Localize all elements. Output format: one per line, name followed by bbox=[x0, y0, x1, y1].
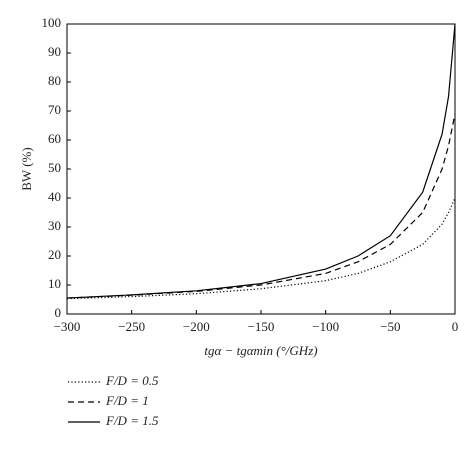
series-line bbox=[66, 197, 456, 300]
x-axis-label: tgα − tgαmin (°/GHz) bbox=[204, 343, 317, 358]
x-tick-label: −300 bbox=[54, 319, 81, 334]
y-tick-label: 70 bbox=[48, 102, 61, 117]
legend-label: F/D = 0.5 bbox=[105, 373, 159, 388]
y-tick-label: 60 bbox=[48, 131, 61, 146]
x-tick-label: −150 bbox=[248, 319, 275, 334]
y-tick-label: 100 bbox=[42, 15, 62, 30]
y-tick-label: 40 bbox=[48, 189, 61, 204]
x-tick-label: 0 bbox=[452, 319, 459, 334]
series-line bbox=[66, 23, 456, 299]
y-tick-label: 10 bbox=[48, 276, 61, 291]
x-tick-label: −50 bbox=[380, 319, 400, 334]
y-tick-label: 0 bbox=[55, 305, 62, 320]
x-tick-label: −100 bbox=[312, 319, 339, 334]
series-line bbox=[66, 113, 456, 299]
y-tick-label: 20 bbox=[48, 247, 61, 262]
x-tick-label: −250 bbox=[118, 319, 145, 334]
y-tick-label: 80 bbox=[48, 73, 61, 88]
y-tick-label: 50 bbox=[48, 160, 61, 175]
plot-frame bbox=[66, 23, 456, 315]
x-tick-label: −200 bbox=[183, 319, 210, 334]
legend-label: F/D = 1 bbox=[105, 393, 149, 408]
y-axis-label: BW (%) bbox=[19, 147, 34, 190]
legend-label: F/D = 1.5 bbox=[105, 413, 159, 428]
y-tick-label: 90 bbox=[48, 44, 61, 59]
y-tick-label: 30 bbox=[48, 218, 61, 233]
